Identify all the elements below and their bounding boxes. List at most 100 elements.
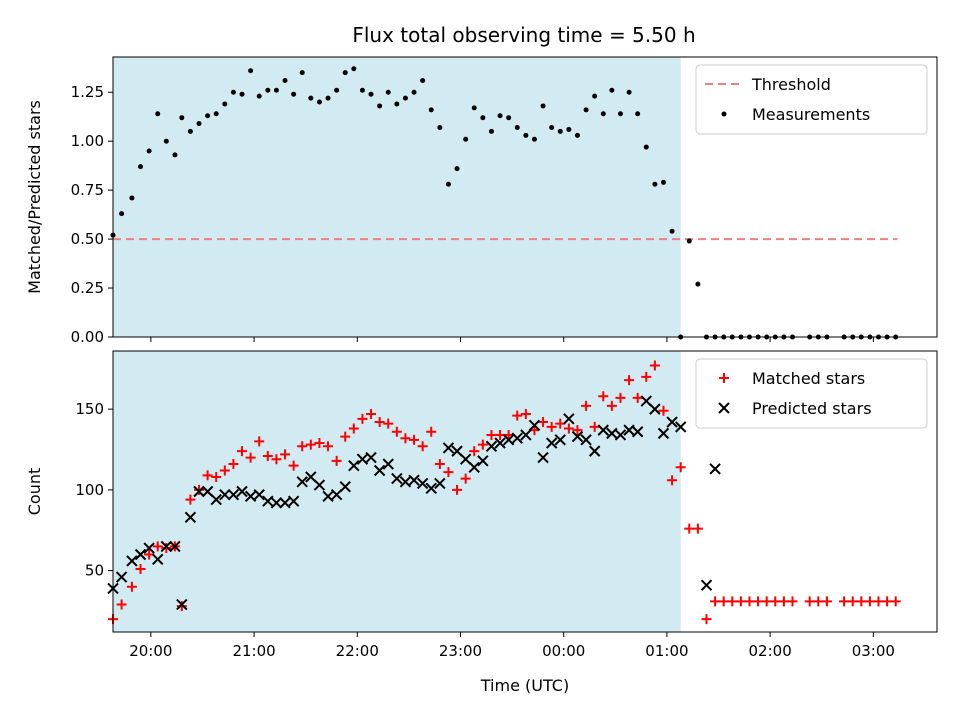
matched-star-point <box>211 471 222 482</box>
y-tick-label: 0.25 <box>71 279 104 297</box>
legend-matched-swatch <box>719 373 729 383</box>
x-tick-label: 00:00 <box>542 642 585 660</box>
matched-star-point <box>770 596 781 607</box>
matched-star-point <box>383 418 394 429</box>
predicted-star-point <box>528 419 541 431</box>
matched-star-point <box>391 426 402 437</box>
measurement-point <box>643 144 649 150</box>
matched-star-point <box>649 360 660 371</box>
measurement-point <box>557 128 563 134</box>
y-tick-label: 1.00 <box>71 132 104 150</box>
measurement-point <box>213 111 219 117</box>
matched-star-point <box>288 460 299 471</box>
predicted-star-point <box>554 434 566 446</box>
matched-star-point <box>374 417 385 428</box>
y-tick-label: 50 <box>85 562 104 580</box>
measurement-point <box>686 238 692 244</box>
predicted-star-point <box>571 430 584 443</box>
measurement-point <box>325 95 331 101</box>
x-tick-label: 22:00 <box>336 642 379 660</box>
x-tick-label: 23:00 <box>439 642 482 660</box>
predicted-star-point <box>537 451 549 464</box>
x-tick-label: 21:00 <box>232 642 275 660</box>
matched-star-point <box>152 541 163 552</box>
predicted-star-point <box>477 455 489 467</box>
measurement-point <box>299 70 305 76</box>
matched-star-point <box>520 408 531 419</box>
measurement-point <box>377 103 383 109</box>
matched-star-point <box>684 523 695 534</box>
predicted-star-point <box>459 453 472 465</box>
matched-star-point <box>297 441 308 452</box>
matched-star-point <box>667 475 678 486</box>
predicted-star-point <box>279 497 291 509</box>
legend-label: Measurements <box>752 105 870 124</box>
y-tick-label: 0.50 <box>71 230 104 248</box>
plot-frame <box>112 56 938 338</box>
measurement-point <box>342 70 348 76</box>
measurement-point <box>291 91 297 97</box>
predicted-star-point <box>494 437 506 449</box>
measurement-point <box>308 95 314 101</box>
measurement-point <box>265 87 271 93</box>
matched-star-point <box>598 391 609 402</box>
y-axis-label: Matched/Predicted stars <box>25 100 44 294</box>
matched-star-point <box>761 596 772 607</box>
matched-star-point <box>495 429 506 440</box>
predicted-star-point <box>339 480 351 493</box>
matched-star-point <box>254 436 265 447</box>
chart-title: Flux total observing time = 5.50 h <box>352 23 695 47</box>
x-tick-label: 20:00 <box>129 642 172 660</box>
measurement-point <box>248 68 254 74</box>
measurement-point <box>428 107 434 113</box>
plot-frame <box>112 350 938 633</box>
matched-star-point <box>314 438 325 449</box>
matched-star-point <box>202 470 213 481</box>
matched-star-point <box>280 449 291 460</box>
legend-box <box>695 358 928 429</box>
y-axis-label: Count <box>25 468 44 516</box>
matched-star-point <box>753 596 764 607</box>
x-axis-label: Time (UTC) <box>480 676 569 695</box>
predicted-star-point <box>143 542 155 554</box>
predicted-star-point <box>219 489 231 501</box>
matched-star-point <box>176 601 187 612</box>
legend: Matched stars Predicted stars <box>695 358 928 429</box>
matched-star-point <box>452 484 463 495</box>
x-tick-label: 03:00 <box>852 642 895 660</box>
measurement-point <box>437 124 443 130</box>
measurement-point <box>119 211 125 217</box>
predicted-star-point <box>597 424 609 436</box>
measurement-point <box>155 111 161 117</box>
matched-star-point <box>624 375 635 386</box>
measurement-point <box>566 126 572 132</box>
matched-star-point <box>606 400 617 411</box>
matched-star-point <box>135 564 146 575</box>
matched-star-point <box>581 400 592 411</box>
matched-star-point <box>804 596 815 607</box>
matched-star-point <box>735 596 746 607</box>
matched-star-point <box>563 423 574 434</box>
predicted-star-point <box>588 445 601 457</box>
predicted-star-point <box>434 477 446 490</box>
matched-star-point <box>460 473 471 484</box>
measurement-point <box>626 89 632 95</box>
matched-star-point <box>477 439 488 450</box>
measurement-point <box>540 103 546 109</box>
predicted-star-point <box>502 434 515 446</box>
y-tick-label: 0.75 <box>71 181 104 199</box>
matched-star-point <box>882 596 893 607</box>
matched-star-point <box>409 434 420 445</box>
matched-star-point <box>710 596 721 607</box>
predicted-star-point <box>356 453 369 465</box>
matched-star-point <box>400 433 411 444</box>
measurement-point <box>514 124 520 130</box>
matched-star-point <box>675 462 686 473</box>
predicted-star-point <box>184 511 197 524</box>
measurement-point <box>368 91 374 97</box>
matched-star-point <box>890 596 901 607</box>
matched-star-point <box>813 596 824 607</box>
matched-star-point <box>185 494 196 505</box>
measurement-point <box>385 89 391 95</box>
